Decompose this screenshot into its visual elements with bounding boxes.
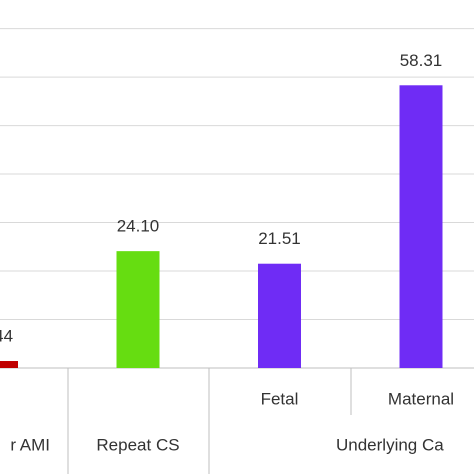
- bar: [116, 251, 160, 368]
- bar: [258, 263, 301, 368]
- x-tick-label: Fetal: [261, 389, 299, 408]
- data-label: 21.51: [258, 229, 301, 248]
- x-tick-label: Maternal: [388, 389, 454, 408]
- x-tick-label: r AMI: [10, 435, 50, 454]
- bar: [399, 85, 443, 368]
- x-tick-label: Repeat CS: [96, 435, 179, 454]
- data-label: 1.44: [0, 327, 13, 346]
- bar: [0, 361, 18, 368]
- data-label: 24.10: [117, 217, 160, 236]
- data-label: 58.31: [400, 51, 443, 70]
- group-label: Underlying Ca: [336, 435, 444, 454]
